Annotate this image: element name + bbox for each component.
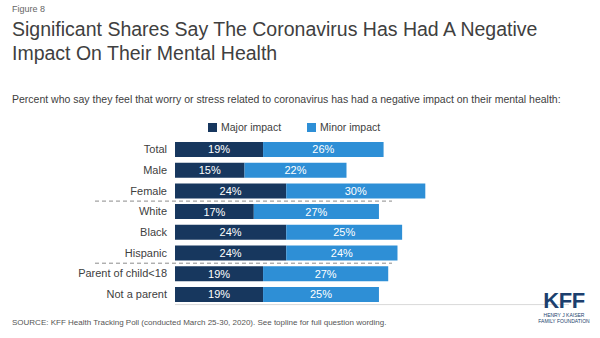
svg-text:Not a parent: Not a parent bbox=[107, 288, 167, 300]
svg-text:Parent of child<18: Parent of child<18 bbox=[78, 267, 167, 279]
svg-text:24%: 24% bbox=[331, 247, 353, 259]
svg-text:27%: 27% bbox=[315, 268, 337, 280]
svg-text:22%: 22% bbox=[285, 164, 307, 176]
html-text:Percent who say they feel that: Percent who say they feel that worry or … bbox=[12, 93, 561, 105]
svg-text:17%: 17% bbox=[203, 206, 225, 218]
html-text:SOURCE: KFF Health Tracking Po: SOURCE: KFF Health Tracking Poll (conduc… bbox=[12, 318, 387, 327]
svg-text:White: White bbox=[139, 205, 167, 217]
svg-text:Hispanic: Hispanic bbox=[125, 247, 168, 259]
html-text:Significant Shares Say The Cor: Significant Shares Say The Coronavirus H… bbox=[12, 18, 538, 64]
svg-text:26%: 26% bbox=[312, 143, 334, 155]
svg-text:19%: 19% bbox=[208, 143, 230, 155]
svg-text:15%: 15% bbox=[199, 164, 221, 176]
svg-text:24%: 24% bbox=[220, 226, 242, 238]
svg-text:Male: Male bbox=[143, 164, 167, 176]
html-text:Figure 8: Figure 8 bbox=[12, 4, 45, 14]
svg-text:27%: 27% bbox=[305, 206, 327, 218]
svg-text:24%: 24% bbox=[220, 247, 242, 259]
svg-text:19%: 19% bbox=[208, 268, 230, 280]
svg-text:Female: Female bbox=[130, 185, 167, 197]
svg-text:25%: 25% bbox=[333, 226, 355, 238]
html-text:Major impact: Major impact bbox=[221, 121, 282, 133]
svg-text:30%: 30% bbox=[345, 185, 367, 197]
html-text:Minor impact: Minor impact bbox=[320, 121, 381, 133]
svg-text:19%: 19% bbox=[208, 288, 230, 300]
svg-text:Total: Total bbox=[144, 143, 167, 155]
html-text:HENRY J KAISER FAMILY FOUNDATI: HENRY J KAISER FAMILY FOUNDATION bbox=[538, 312, 590, 324]
svg-text:Black: Black bbox=[140, 226, 167, 238]
html-text:KFF: KFF bbox=[543, 288, 585, 313]
svg-text:25%: 25% bbox=[310, 288, 332, 300]
svg-text:24%: 24% bbox=[220, 185, 242, 197]
